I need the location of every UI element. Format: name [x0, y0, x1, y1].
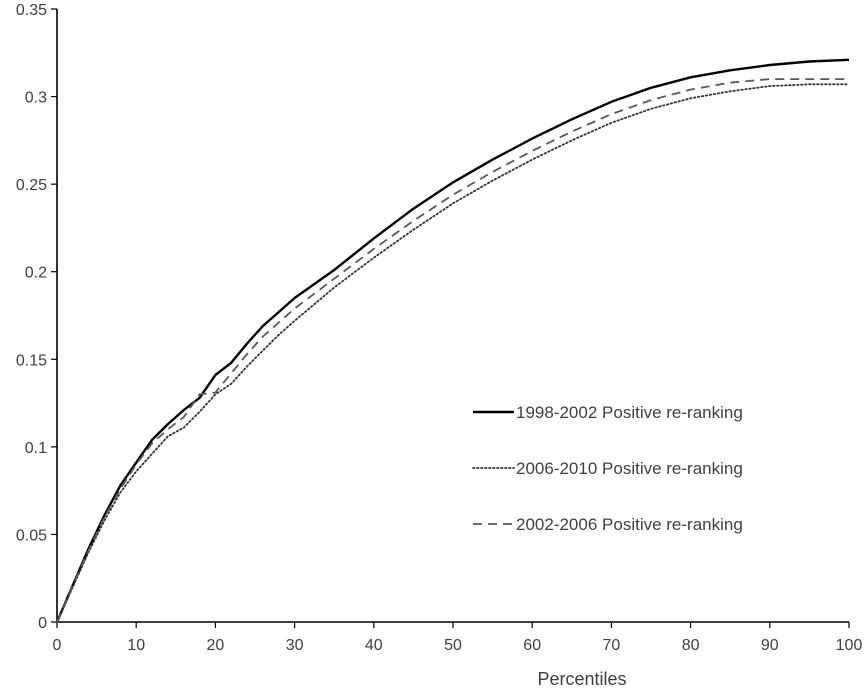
y-tick-label: 0.2 [25, 265, 47, 282]
series-line-1 [55, 58, 850, 623]
x-tick-label: 60 [523, 637, 541, 654]
y-tick-label: 0.1 [25, 440, 47, 457]
x-tick-label: 50 [444, 637, 462, 654]
x-tick-label: 30 [286, 637, 304, 654]
x-tick-label: 90 [761, 637, 779, 654]
x-tick-label: 10 [127, 637, 145, 654]
y-tick-label: 0.3 [25, 90, 47, 107]
y-tick-label: 0.25 [16, 177, 47, 194]
series-line-2 [56, 83, 850, 623]
x-tick-label: 20 [207, 637, 225, 654]
y-axis-ticks: 0 0.05 0.1 0.15 0.2 0.25 0.3 0.35 [16, 2, 57, 632]
x-tick-label: 100 [836, 637, 863, 654]
x-tick-label: 80 [682, 637, 700, 654]
legend-label-2: 2006-2010 Positive re-ranking [516, 459, 743, 478]
y-tick-label: 0 [38, 615, 47, 632]
x-axis-title: Percentiles [537, 669, 626, 689]
y-tick-label: 0.05 [16, 527, 47, 544]
x-axis-ticks: 0 10 20 30 40 50 60 70 80 90 100 [53, 622, 863, 654]
series-line-3 [56, 78, 849, 623]
series-lines [55, 58, 850, 623]
x-tick-label: 40 [365, 637, 383, 654]
legend: 1998-2002 Positive re-ranking 2006-2010 P… [472, 403, 743, 534]
y-tick-label: 0.15 [16, 352, 47, 369]
legend-label-1: 1998-2002 Positive re-ranking [516, 403, 743, 422]
x-tick-label: 70 [603, 637, 621, 654]
y-tick-label: 0.35 [16, 2, 47, 19]
legend-label-3: 2002-2006 Positive re-ranking [516, 515, 743, 534]
x-tick-label: 0 [53, 637, 62, 654]
